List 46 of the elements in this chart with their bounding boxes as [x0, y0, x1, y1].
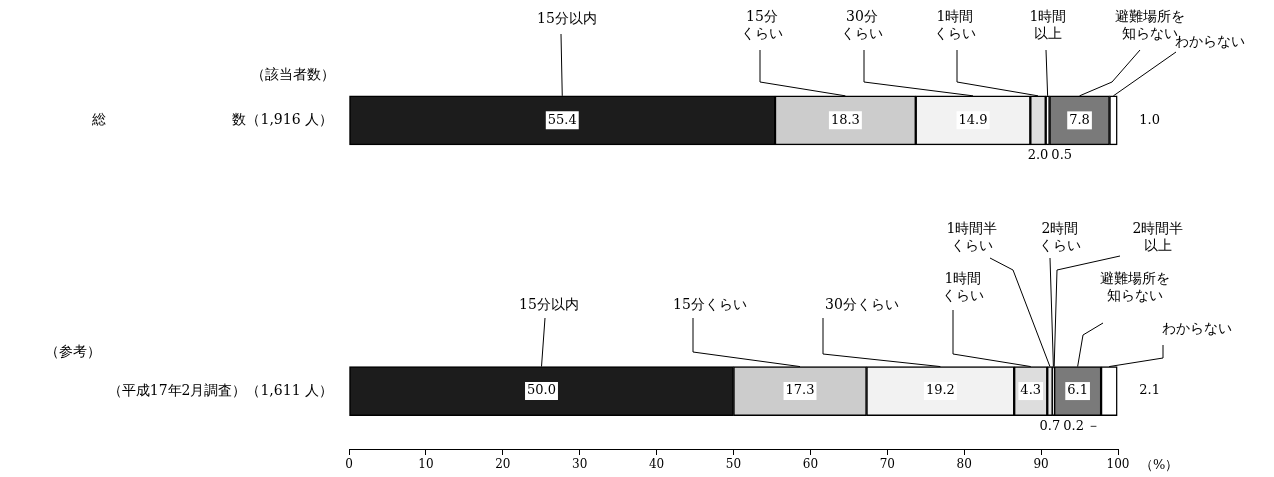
text: 15分くらい — [741, 7, 783, 41]
text: 30分くらい — [841, 7, 883, 41]
y-tick-label: （平成17年2月調査）（1,611 人） — [107, 381, 333, 398]
text: 1時間以上 — [1029, 7, 1067, 41]
x-tick-label: 20 — [495, 457, 511, 472]
text: 15分以内 — [537, 9, 597, 26]
text: 1時間くらい — [934, 7, 976, 41]
text: （該当者数） — [251, 65, 335, 82]
text: 1時間半くらい — [946, 219, 998, 253]
text: （参考） — [45, 342, 101, 359]
data-label: 2.1 — [1139, 382, 1160, 398]
text: 1時間くらい — [942, 269, 984, 303]
data-label: 4.3 — [1020, 382, 1042, 398]
text: 15分以内 — [519, 295, 579, 312]
data-label: 0.2 — [1063, 417, 1084, 433]
x-tick-label: 50 — [725, 457, 742, 472]
data-label: 0.7 — [1039, 417, 1061, 433]
data-label: 17.3 — [785, 382, 815, 398]
data-label: 50.0 — [527, 382, 556, 398]
text: 15分くらい — [673, 295, 747, 312]
x-tick-label: 90 — [1033, 457, 1049, 472]
x-tick-label: 80 — [956, 457, 972, 472]
text: 避難場所を知らない — [1100, 269, 1170, 303]
data-label: 55.4 — [547, 111, 577, 127]
data-label: 6.1 — [1067, 382, 1088, 398]
data-label: 2.0 — [1027, 147, 1049, 163]
x-axis-title: （%） — [1140, 457, 1179, 473]
text: 2時間半以上 — [1132, 219, 1184, 253]
data-label: 1.0 — [1139, 111, 1160, 127]
x-tick-label: 40 — [648, 457, 665, 472]
text: わからない — [1162, 319, 1232, 336]
y-tick-label: 総 数（1,916 人） — [91, 110, 333, 127]
x-tick-label: 60 — [802, 457, 819, 472]
data-label: 0.5 — [1051, 147, 1073, 163]
data-label: 14.9 — [958, 111, 988, 127]
x-tick-label: 0 — [345, 457, 353, 472]
data-label: － — [1086, 417, 1100, 433]
x-tick-label: 30 — [572, 457, 588, 472]
text: 2時間くらい — [1039, 219, 1081, 253]
text: 30分くらい — [825, 295, 899, 312]
data-label: 7.8 — [1069, 111, 1090, 127]
x-tick-label: 100 — [1106, 457, 1130, 472]
x-tick-label: 10 — [418, 457, 434, 472]
data-label: 18.3 — [830, 111, 860, 127]
data-label: 19.2 — [925, 382, 955, 398]
x-tick-label: 70 — [879, 457, 895, 472]
